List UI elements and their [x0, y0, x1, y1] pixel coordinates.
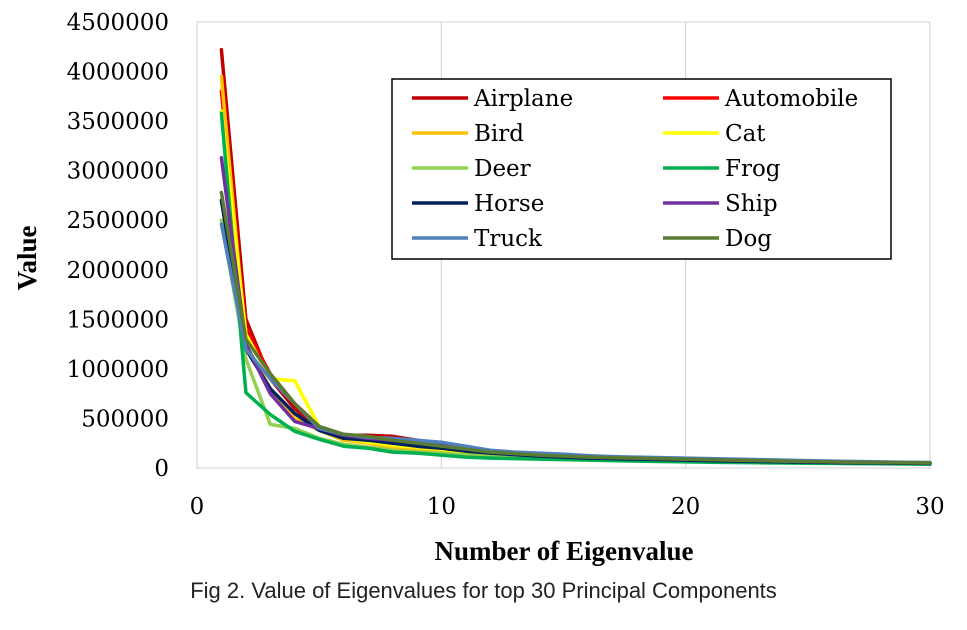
legend-label-truck: Truck [474, 226, 543, 252]
y-tick-label: 1000000 [67, 357, 169, 383]
y-tick-label: 2000000 [67, 258, 169, 284]
y-tick-label: 3000000 [67, 159, 169, 185]
y-tick-label: 0 [154, 456, 169, 482]
legend-label-automobile: Automobile [724, 86, 858, 112]
y-axis-title: Value [12, 225, 42, 290]
figure-caption: Fig 2. Value of Eigenvalues for top 30 P… [190, 578, 777, 603]
legend-label-dog: Dog [725, 226, 772, 252]
y-tick-label: 4500000 [67, 10, 169, 36]
series-line-truck [219, 222, 932, 465]
y-tick-label: 3500000 [67, 109, 169, 135]
series-line-dog [219, 190, 932, 465]
y-tick-label: 2500000 [67, 208, 169, 234]
legend-label-cat: Cat [725, 121, 766, 147]
x-tick-label: 10 [427, 494, 456, 520]
legend-label-horse: Horse [474, 191, 544, 217]
x-tick-labels: 0 10 20 30 [190, 494, 945, 520]
x-axis-title: Number of Eigenvalue [434, 536, 693, 566]
legend-box [391, 78, 892, 260]
legend: Airplane Automobile Bird Cat Deer Frog Horse Sh… [391, 78, 892, 260]
legend-label-deer: Deer [474, 156, 531, 182]
y-tick-label: 4000000 [67, 60, 169, 86]
series-lines [197, 48, 932, 469]
y-tick-label: 500000 [81, 406, 169, 432]
legend-label-airplane: Airplane [473, 86, 573, 112]
x-tick-label: 0 [190, 494, 205, 520]
legend-label-frog: Frog [725, 156, 781, 182]
y-tick-labels: 0 500000 1000000 1500000 2000000 2500000 30000… [67, 10, 169, 482]
y-tick-label: 1500000 [67, 307, 169, 333]
x-tick-label: 30 [915, 494, 944, 520]
legend-label-ship: Ship [725, 191, 778, 217]
x-tick-label: 20 [671, 494, 700, 520]
eigenvalue-line-chart: 0 500000 1000000 1500000 2000000 2500000 30000… [12, 10, 945, 566]
legend-label-bird: Bird [474, 121, 524, 147]
